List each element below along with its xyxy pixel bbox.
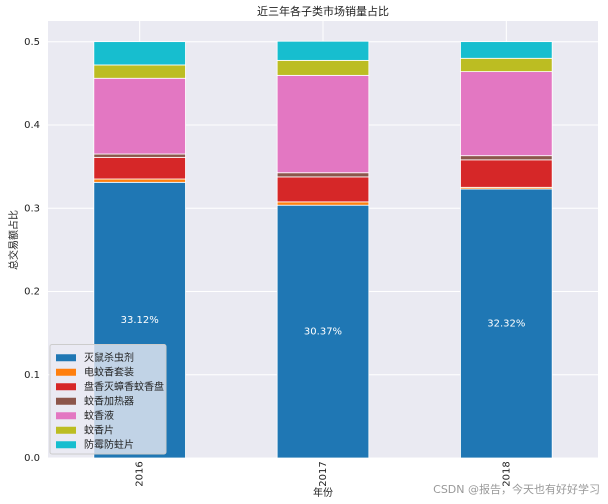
value-label: 32.32% (487, 318, 525, 329)
y-tick-label: 0.4 (24, 120, 40, 131)
bar-segment (93, 41, 186, 66)
legend-swatch (56, 354, 76, 362)
bar-segment (276, 74, 370, 174)
bar-segment (93, 77, 186, 155)
bar-segment (460, 57, 553, 73)
bar-segment (276, 172, 370, 178)
y-tick-label: 0.5 (24, 37, 40, 48)
bar-segment (460, 41, 553, 59)
legend-swatch (56, 368, 76, 376)
legend-swatch (56, 397, 76, 405)
bar-segment (276, 176, 370, 203)
bar-segment (93, 64, 186, 79)
legend-label: 蚊香片 (84, 423, 114, 436)
x-tick-label: 2017 (318, 461, 329, 486)
legend-swatch (56, 412, 76, 420)
legend-swatch (56, 426, 76, 434)
bar-segment (276, 59, 370, 76)
legend-label: 盘香灭蟑香蚊香盘 (84, 380, 164, 393)
bar-segment (276, 201, 370, 206)
y-tick-label: 0.2 (24, 287, 40, 298)
legend-label: 蚊香加热器 (84, 394, 134, 407)
bar-segment (276, 40, 370, 61)
legend-label: 电蚊香套装 (84, 365, 134, 378)
bar-segment (93, 153, 186, 158)
y-axis-label: 总交易额占比 (7, 210, 20, 270)
bar-segment (460, 155, 553, 161)
legend-label: 灭鼠杀虫剂 (84, 351, 134, 364)
bar-segment (93, 156, 186, 180)
bar-segment (460, 71, 553, 157)
legend-swatch (56, 441, 76, 449)
y-tick-label: 0.1 (24, 370, 40, 381)
legend-label: 蚊香液 (84, 409, 114, 422)
y-tick-label: 0.3 (24, 203, 40, 214)
x-tick-label: 2016 (135, 461, 146, 486)
watermark: CSDN @报告，今天也有好好学习 (433, 482, 600, 496)
x-tick-label: 2018 (501, 461, 512, 486)
bar-segment (460, 188, 553, 459)
legend-swatch (56, 383, 76, 391)
legend-box (49, 344, 167, 455)
bar-segment (276, 204, 370, 459)
x-axis-label: 年份 (313, 486, 333, 499)
bar-segment (93, 178, 186, 183)
bar-segment (460, 159, 553, 188)
value-label: 30.37% (304, 327, 342, 338)
chart-title: 近三年各子类市场销量占比 (257, 4, 389, 18)
value-label: 33.12% (121, 315, 159, 326)
y-tick-label: 0.0 (24, 453, 40, 464)
legend-label: 防霉防蛀片 (84, 438, 134, 451)
